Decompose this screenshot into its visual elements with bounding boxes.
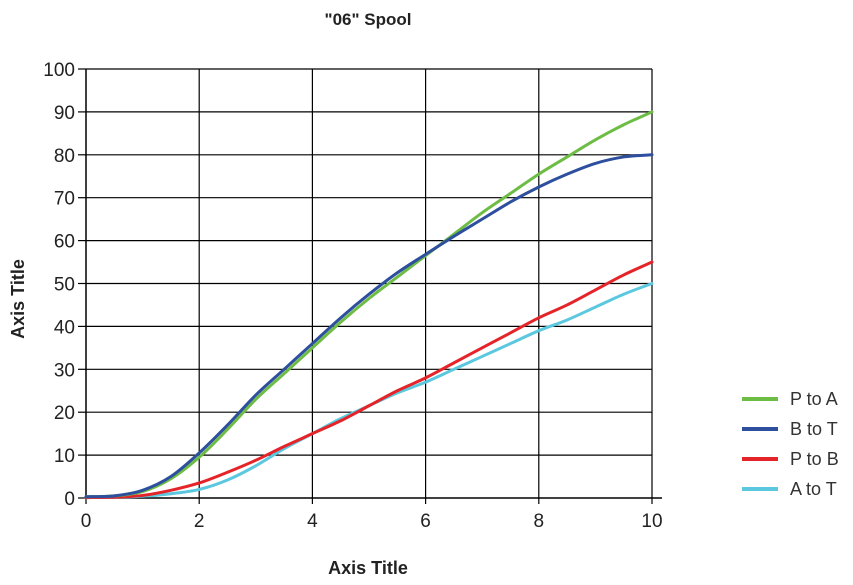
x-axis-title: Axis Title [328,558,408,578]
legend-item-p-to-a: P to A [742,389,838,409]
axis-layer [78,68,662,504]
series-line-p-to-b [84,260,654,500]
grid-layer [86,68,653,498]
legend-label: P to A [790,389,838,409]
series-line-p-to-a [84,110,654,499]
x-tick-label: 2 [194,511,205,532]
y-tick-label: 50 [54,275,75,296]
legend-label: B to T [790,419,838,439]
tick-labels: 0 10 20 30 40 50 60 70 80 90 100 0 2 4 6 8 10 [43,60,662,532]
x-tick-label: 6 [420,511,431,532]
y-tick-label: 20 [54,403,75,424]
y-tick-label: 30 [54,360,75,381]
y-tick-label: 70 [54,189,75,210]
series-line-a-to-t [84,282,654,500]
legend-item-p-to-b: P to B [742,449,839,469]
y-axis-title: Axis Title [8,259,28,339]
y-tick-label: 80 [54,146,75,167]
x-tick-label: 0 [81,511,92,532]
y-tick-label: 90 [54,103,75,124]
legend-label: A to T [790,479,837,499]
legend: P to A B to T P to B A to T [742,389,839,499]
x-tick-label: 4 [307,511,318,532]
legend-item-a-to-t: A to T [742,479,837,499]
y-tick-label: 40 [54,317,75,338]
x-tick-label: 8 [534,511,545,532]
y-tick-label: 0 [64,489,75,510]
legend-label: P to B [790,449,839,469]
y-tick-label: 60 [54,232,75,253]
series-lines [84,110,654,500]
y-tick-label: 100 [43,60,75,81]
x-tick-label: 10 [641,511,662,532]
series-line-b-to-t [84,153,654,499]
chart-title: "06" Spool [325,10,412,29]
legend-item-b-to-t: B to T [742,419,838,439]
y-tick-label: 10 [54,446,75,467]
